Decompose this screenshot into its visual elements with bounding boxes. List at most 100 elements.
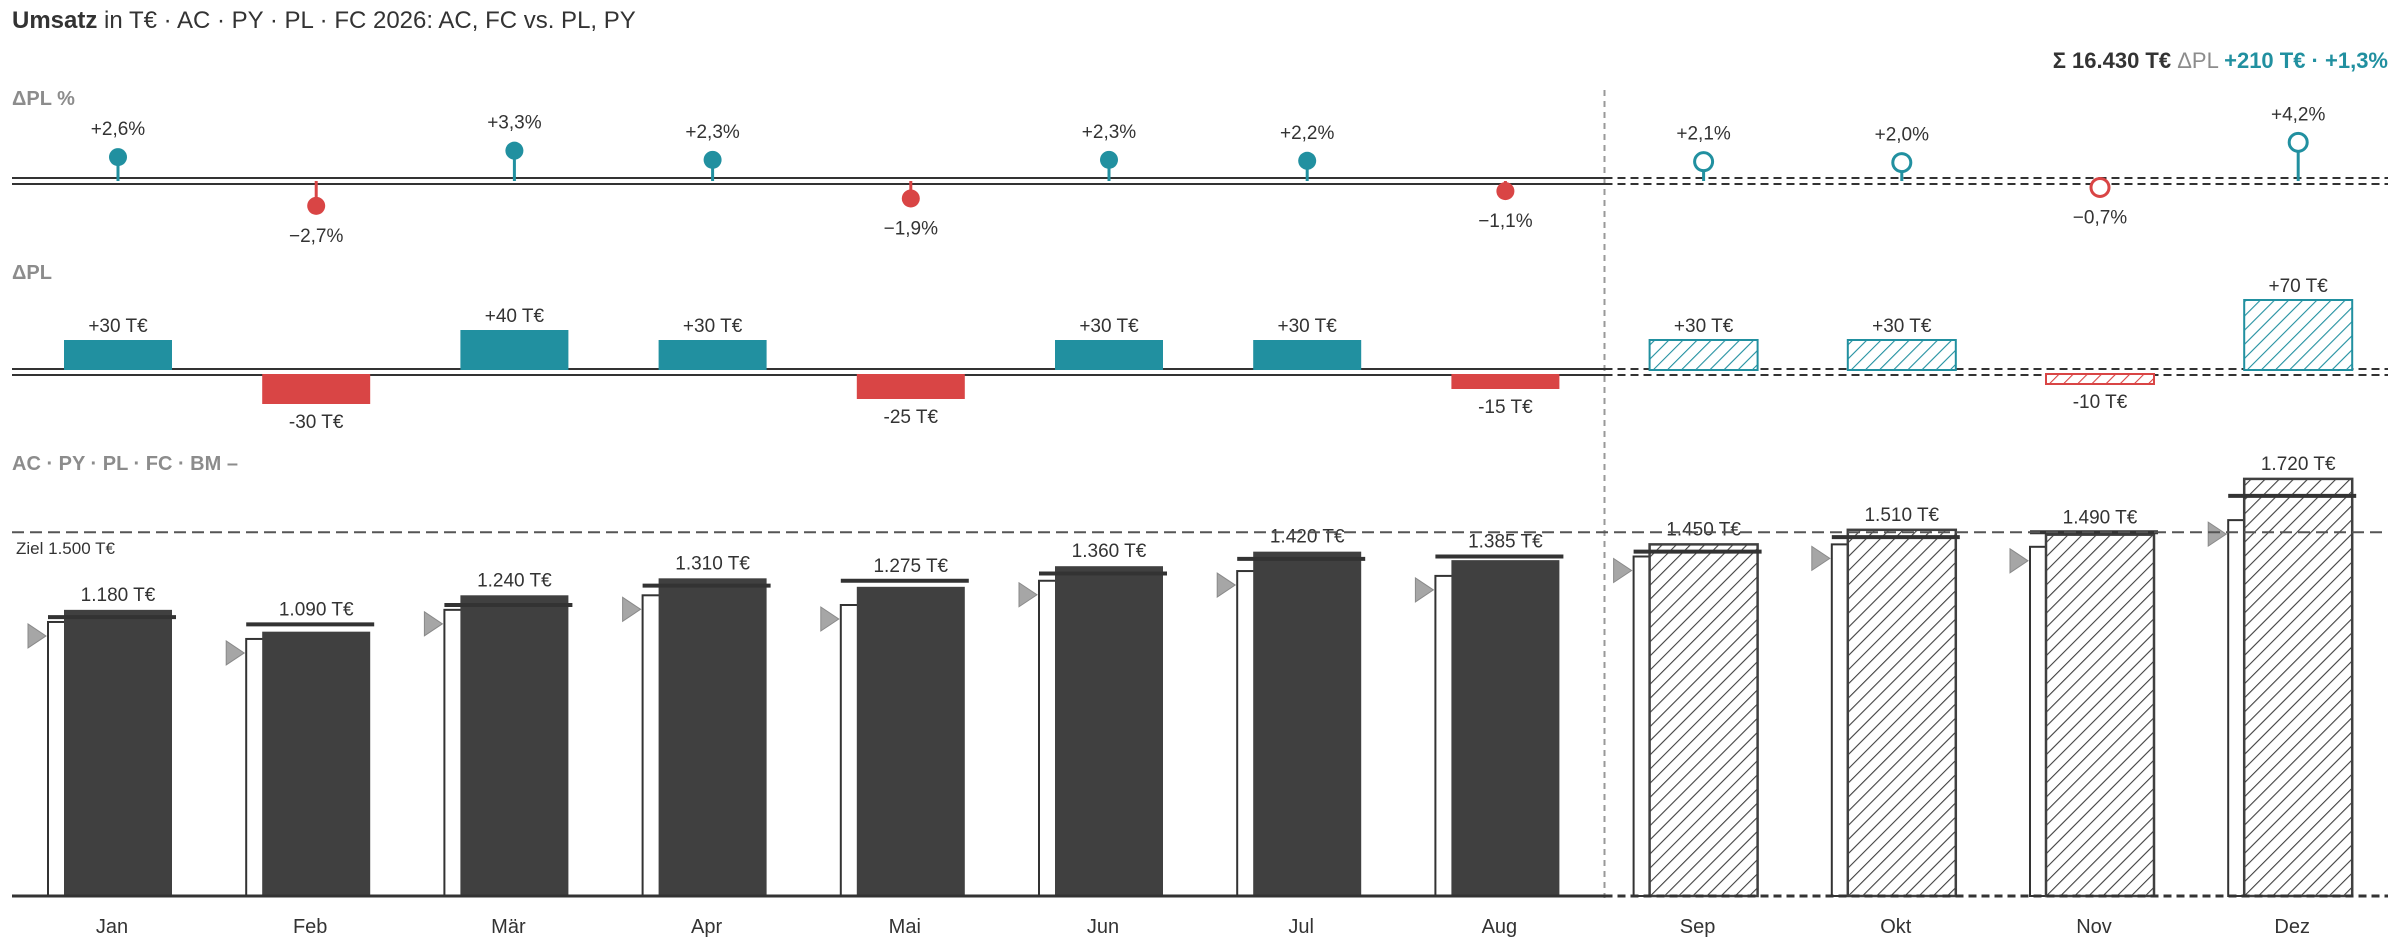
x-axis: Jan Feb Mär Apr Mai Jun Jul Aug Sep Okt Nov Dez bbox=[12, 894, 2388, 938]
pct-label: +2,0% bbox=[1875, 125, 1930, 146]
py-marker bbox=[1613, 557, 1633, 584]
month-label: Okt bbox=[1880, 916, 1912, 938]
abs-bar bbox=[658, 340, 767, 370]
ac-bar bbox=[262, 631, 371, 896]
pct-dot bbox=[901, 189, 920, 208]
month-label: Apr bbox=[691, 916, 722, 938]
ac-bar bbox=[856, 586, 965, 896]
py-marker bbox=[27, 623, 47, 649]
ac-bar bbox=[658, 578, 767, 896]
value-label: 1.385 T€ bbox=[1468, 532, 1543, 553]
abs-label: +40 T€ bbox=[485, 306, 545, 327]
abs-label: +30 T€ bbox=[88, 316, 148, 337]
ac-bar bbox=[460, 595, 569, 896]
section-title-delta-pct: ΔPL % bbox=[12, 88, 75, 110]
abs-label: +30 T€ bbox=[1674, 316, 1734, 337]
py-marker bbox=[1018, 581, 1038, 608]
pct-label: +2,3% bbox=[685, 122, 740, 143]
ac-bar bbox=[1451, 560, 1560, 896]
summary-delta-value: +210 T€ · +1,3% bbox=[2224, 48, 2388, 73]
pct-label: +2,2% bbox=[1280, 123, 1335, 144]
fc-bar bbox=[1846, 528, 1958, 898]
delta-abs-panel: +30 T€ -30 T€ +40 T€ +30 T€ -25 T€ +30 T€ +30 … bbox=[12, 276, 2388, 433]
month-label: Mär bbox=[491, 916, 526, 938]
summary-line: Σ 16.430 T€ ΔPL +210 T€ · +1,3% bbox=[2053, 48, 2388, 73]
main-bars-panel: 1.180 T€ 1.090 T€ 1.240 T€ 1.310 T€ 1.275 T€… bbox=[27, 454, 2357, 898]
month-label: Dez bbox=[2274, 916, 2310, 938]
pct-label: +3,3% bbox=[487, 113, 542, 134]
abs-bar bbox=[262, 374, 371, 404]
py-marker bbox=[622, 596, 642, 623]
abs-label: -30 T€ bbox=[289, 412, 344, 433]
pct-label: +2,6% bbox=[91, 119, 146, 140]
value-label: 1.420 T€ bbox=[1270, 527, 1345, 548]
chart-title-bold: Umsatz bbox=[12, 7, 97, 34]
abs-label: -10 T€ bbox=[2073, 392, 2128, 413]
month-label: Jul bbox=[1288, 916, 1314, 938]
fc-bar bbox=[1648, 543, 1759, 898]
py-marker bbox=[1216, 572, 1237, 598]
value-label: 1.310 T€ bbox=[675, 553, 750, 574]
py-marker bbox=[1811, 545, 1831, 572]
value-label: 1.240 T€ bbox=[477, 570, 552, 591]
pct-dot bbox=[307, 196, 326, 215]
pct-label: −1,9% bbox=[884, 218, 939, 239]
ac-bar bbox=[1055, 566, 1163, 896]
abs-label: +30 T€ bbox=[1278, 316, 1338, 337]
pct-dot bbox=[2287, 131, 2309, 153]
abs-bar bbox=[2045, 373, 2155, 385]
ac-bar bbox=[1253, 551, 1362, 896]
month-label: Aug bbox=[1482, 916, 1518, 938]
abs-bar bbox=[1253, 340, 1362, 370]
pct-label: +2,1% bbox=[1676, 124, 1731, 145]
pct-label: +4,2% bbox=[2271, 104, 2326, 125]
pct-dot bbox=[505, 141, 524, 160]
pct-dot bbox=[2089, 176, 2111, 198]
delta-pct-panel: +2,6% −2,7% +3,3% +2,3% −1,9% +2,3% +2,2% −1,1%… bbox=[12, 104, 2388, 247]
pct-dot bbox=[1693, 151, 1715, 173]
summary-delta-label: ΔPL bbox=[2171, 48, 2224, 73]
py-marker bbox=[2009, 547, 2029, 574]
month-label: Mai bbox=[889, 916, 921, 938]
month-label: Nov bbox=[2076, 916, 2112, 938]
month-label: Jan bbox=[96, 916, 128, 938]
abs-bar bbox=[64, 340, 172, 370]
abs-bar bbox=[1451, 374, 1560, 389]
pct-dot bbox=[1298, 151, 1317, 170]
value-label: 1.720 T€ bbox=[2261, 454, 2336, 475]
abs-label: -25 T€ bbox=[884, 407, 939, 428]
abs-label: +30 T€ bbox=[1079, 316, 1139, 337]
value-label: 1.090 T€ bbox=[279, 599, 354, 620]
py-marker bbox=[820, 606, 840, 632]
ac-bar bbox=[64, 609, 172, 896]
abs-bar bbox=[460, 330, 569, 370]
pct-label: −1,1% bbox=[1478, 211, 1533, 232]
abs-label: +30 T€ bbox=[1872, 316, 1932, 337]
target-label: Ziel 1.500 T€ bbox=[16, 539, 115, 558]
value-label: 1.275 T€ bbox=[873, 556, 948, 577]
abs-label: +70 T€ bbox=[2269, 276, 2329, 297]
pct-dot bbox=[1100, 150, 1118, 169]
abs-bar bbox=[1055, 340, 1163, 370]
chart-title: Umsatz in T€ · AC · PY · PL · FC 2026: A… bbox=[12, 7, 636, 34]
section-title-main: AC · PY · PL · FC · BM – bbox=[12, 453, 238, 475]
abs-bar bbox=[856, 374, 965, 399]
pct-dot bbox=[1496, 182, 1515, 201]
target-line-group: Ziel 1.500 T€ bbox=[12, 531, 2388, 558]
abs-bar bbox=[2243, 299, 2354, 371]
value-label: 1.490 T€ bbox=[2063, 507, 2138, 528]
value-label: 1.360 T€ bbox=[1072, 541, 1147, 562]
pct-dot bbox=[109, 148, 127, 167]
fc-bar bbox=[2242, 477, 2354, 898]
pct-label: −2,7% bbox=[289, 226, 344, 247]
py-marker bbox=[2207, 521, 2228, 548]
abs-label: +30 T€ bbox=[683, 316, 743, 337]
abs-bar bbox=[1648, 339, 1759, 371]
month-label: Feb bbox=[293, 916, 327, 938]
chart-title-rest: in T€ · AC · PY · PL · FC 2026: AC, FC v… bbox=[97, 7, 635, 34]
section-title-delta-abs: ΔPL bbox=[12, 262, 52, 284]
value-label: 1.450 T€ bbox=[1666, 519, 1741, 540]
fc-bar bbox=[2044, 533, 2156, 898]
